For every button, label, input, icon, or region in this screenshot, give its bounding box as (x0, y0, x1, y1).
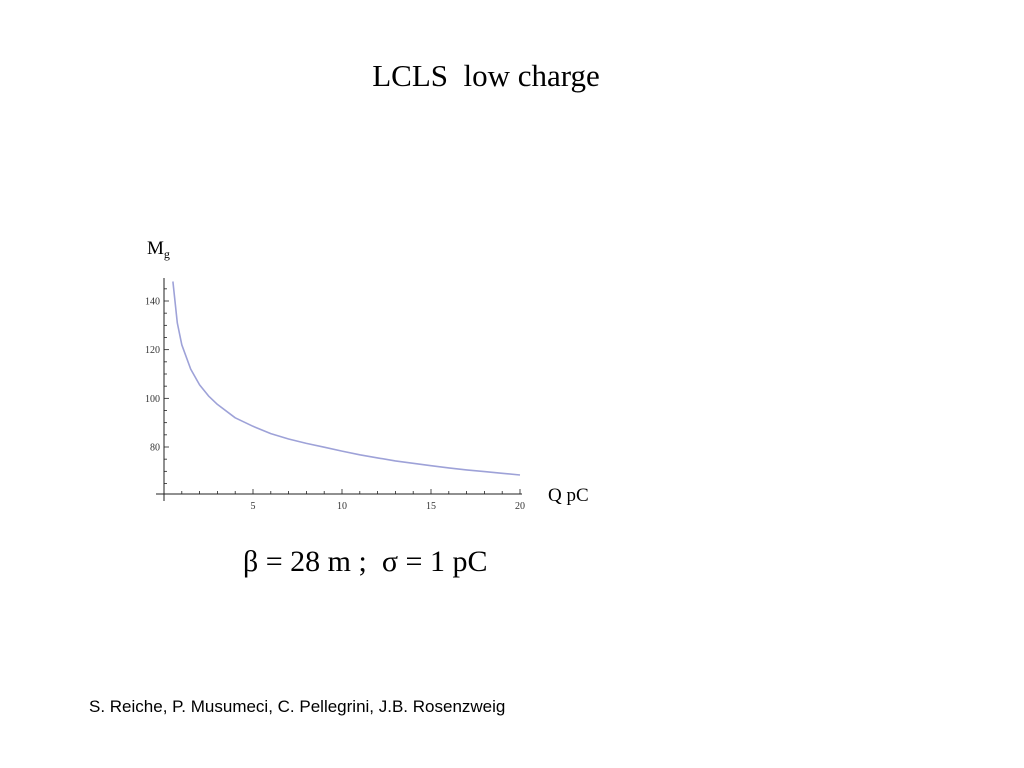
parameter-formula: β = 28 m ; σ = 1 pC (243, 545, 488, 578)
x-tick-label: 15 (426, 501, 436, 512)
author-credits: S. Reiche, P. Musumeci, C. Pellegrini, J… (89, 697, 506, 716)
x-tick-label: 20 (515, 501, 525, 512)
series-line (172, 281, 521, 476)
x-tick-label: 10 (337, 501, 347, 512)
y-tick-label: 80 (150, 443, 160, 454)
slide-title: LCLS low charge (372, 58, 600, 93)
y-tick-label: 140 (145, 297, 160, 308)
chart-x-axis-label: Q pC (548, 485, 589, 506)
y-tick-label: 120 (145, 345, 160, 356)
x-tick-label: 5 (251, 501, 256, 512)
y-axis-label-subscript: g (163, 247, 170, 261)
y-tick-label: 100 (145, 394, 160, 405)
y-axis-label-main: M (147, 238, 164, 259)
chart-y-axis-label: Mg (147, 238, 170, 262)
